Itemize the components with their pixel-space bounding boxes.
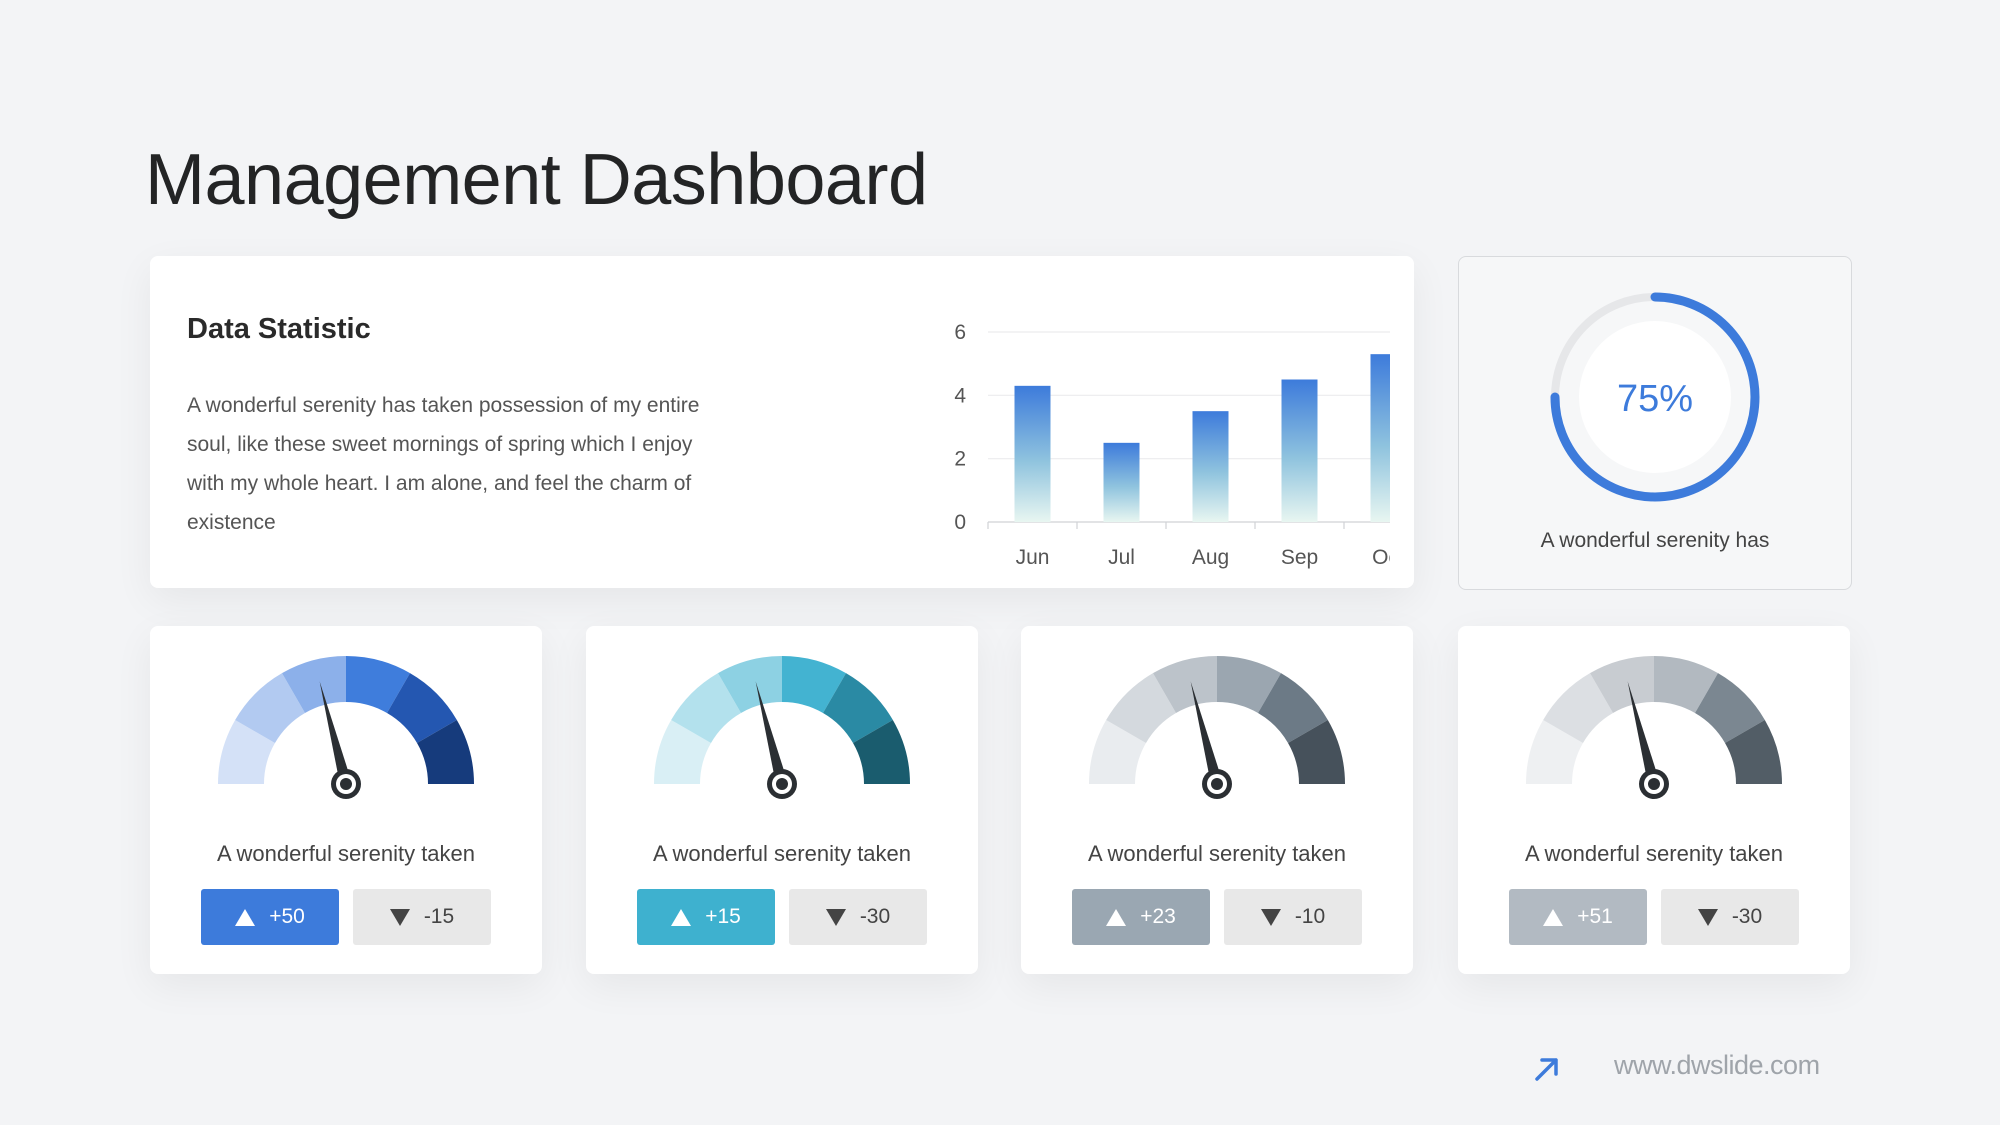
progress-ring: 75% — [1550, 292, 1760, 502]
card-description: A wonderful serenity has taken possessio… — [187, 394, 700, 534]
triangle-down-icon — [389, 908, 410, 926]
triangle-down-icon — [825, 908, 846, 926]
gauge-needle — [755, 681, 788, 786]
gauge-segment — [218, 720, 275, 784]
decrease-value: -30 — [1731, 905, 1763, 928]
gauge-segment — [387, 673, 457, 743]
gauge-segment — [671, 673, 741, 743]
bar — [1192, 411, 1229, 522]
gauge-segment — [782, 656, 846, 713]
triangle-down-icon — [1260, 908, 1281, 926]
gauge-needle — [1627, 681, 1660, 786]
increase-value: +51 — [1577, 905, 1613, 928]
gauge-chart — [654, 656, 910, 799]
bar — [1281, 379, 1318, 522]
x-tick-label: Oct — [1372, 546, 1390, 569]
bar-chart: 0246JunJulAugSepOctNov — [954, 321, 1390, 569]
gauge-segment — [235, 673, 305, 743]
gauge-needle — [319, 681, 352, 786]
decrease-button[interactable]: -30 — [1661, 889, 1799, 945]
decrease-value: -10 — [1294, 905, 1326, 928]
decrease-button[interactable]: -15 — [353, 889, 491, 945]
gauge-segment — [823, 673, 893, 743]
footer-url[interactable]: www.dwslide.com — [1614, 1050, 1820, 1080]
increase-button[interactable]: +51 — [1509, 889, 1647, 945]
gauge-caption: A wonderful serenity taken — [216, 841, 476, 866]
progress-ring-center — [1579, 321, 1731, 473]
increase-button[interactable]: +15 — [637, 889, 775, 945]
page-title: Management Dashboard — [145, 140, 928, 220]
gauge-segment — [1258, 673, 1328, 743]
increase-value: +23 — [1140, 905, 1176, 928]
gauge-hub-center — [1648, 778, 1660, 790]
gauge-hub-center — [340, 778, 352, 790]
gauge-needle — [1190, 681, 1223, 786]
decrease-button[interactable]: -10 — [1224, 889, 1362, 945]
x-tick-label: Jul — [1108, 546, 1135, 569]
progress-value: 75% — [1617, 378, 1693, 420]
gauge-segment — [853, 720, 910, 784]
bar — [1014, 385, 1051, 522]
gauge-chart — [1089, 656, 1345, 799]
gauge-segment — [282, 656, 346, 713]
triangle-up-icon — [235, 908, 256, 926]
gauge-caption: A wonderful serenity taken — [652, 841, 912, 866]
y-tick-label: 2 — [954, 448, 966, 471]
percent-card: 75% A wonderful serenity has — [1458, 256, 1852, 590]
gauge-segment — [1106, 673, 1176, 743]
x-tick-label: Sep — [1281, 546, 1318, 569]
data-statistic-card: Data Statistic A wonderful serenity has … — [150, 256, 1414, 588]
gauge-hub-center — [1211, 778, 1223, 790]
y-tick-label: 0 — [954, 511, 966, 534]
increase-button[interactable]: +50 — [201, 889, 339, 945]
triangle-up-icon — [1543, 908, 1564, 926]
gauge-segment — [1654, 656, 1718, 713]
gauge-chart — [1526, 656, 1782, 799]
x-tick-label: Aug — [1192, 546, 1229, 569]
decrease-button[interactable]: -30 — [789, 889, 927, 945]
arrow-up-right-icon — [1535, 1058, 1558, 1081]
triangle-down-icon — [1697, 908, 1718, 926]
gauge-segment — [346, 656, 410, 713]
gauge-chart — [218, 656, 474, 799]
decrease-value: -30 — [859, 905, 891, 928]
gauge-segment — [1089, 720, 1146, 784]
x-tick-label: Jun — [1016, 546, 1050, 569]
decrease-value: -15 — [423, 905, 455, 928]
gauge-card-4: A wonderful serenity taken +51 -30 — [1458, 626, 1850, 974]
y-tick-label: 6 — [954, 321, 966, 344]
gauge-card-2: A wonderful serenity taken +15 -30 — [586, 626, 978, 974]
y-tick-label: 4 — [954, 384, 966, 407]
bar — [1103, 442, 1140, 522]
gauge-segment — [1153, 656, 1217, 713]
triangle-up-icon — [671, 908, 692, 926]
gauge-segment — [1526, 720, 1583, 784]
gauge-hub-center — [776, 778, 788, 790]
triangle-up-icon — [1106, 908, 1127, 926]
increase-button[interactable]: +23 — [1072, 889, 1210, 945]
percent-caption: A wonderful serenity has — [1540, 529, 1770, 552]
gauge-segment — [654, 720, 711, 784]
gauge-segment — [1725, 720, 1782, 784]
bar — [1370, 354, 1390, 522]
gauge-segment — [417, 720, 474, 784]
increase-value: +50 — [269, 905, 305, 928]
card-heading: Data Statistic — [187, 313, 371, 345]
gauge-card-3: A wonderful serenity taken +23 -10 — [1021, 626, 1413, 974]
gauge-segment — [1590, 656, 1654, 713]
gauge-segment — [1288, 720, 1345, 784]
gauge-card-1: A wonderful serenity taken +50 -15 — [150, 626, 542, 974]
gauge-segment — [1543, 673, 1613, 743]
gauge-caption: A wonderful serenity taken — [1087, 841, 1347, 866]
gauge-segment — [1695, 673, 1765, 743]
gauge-caption: A wonderful serenity taken — [1524, 841, 1784, 866]
gauge-segment — [718, 656, 782, 713]
increase-value: +15 — [705, 905, 741, 928]
progress-ring-arc — [1550, 292, 1760, 502]
gauge-segment — [1217, 656, 1281, 713]
